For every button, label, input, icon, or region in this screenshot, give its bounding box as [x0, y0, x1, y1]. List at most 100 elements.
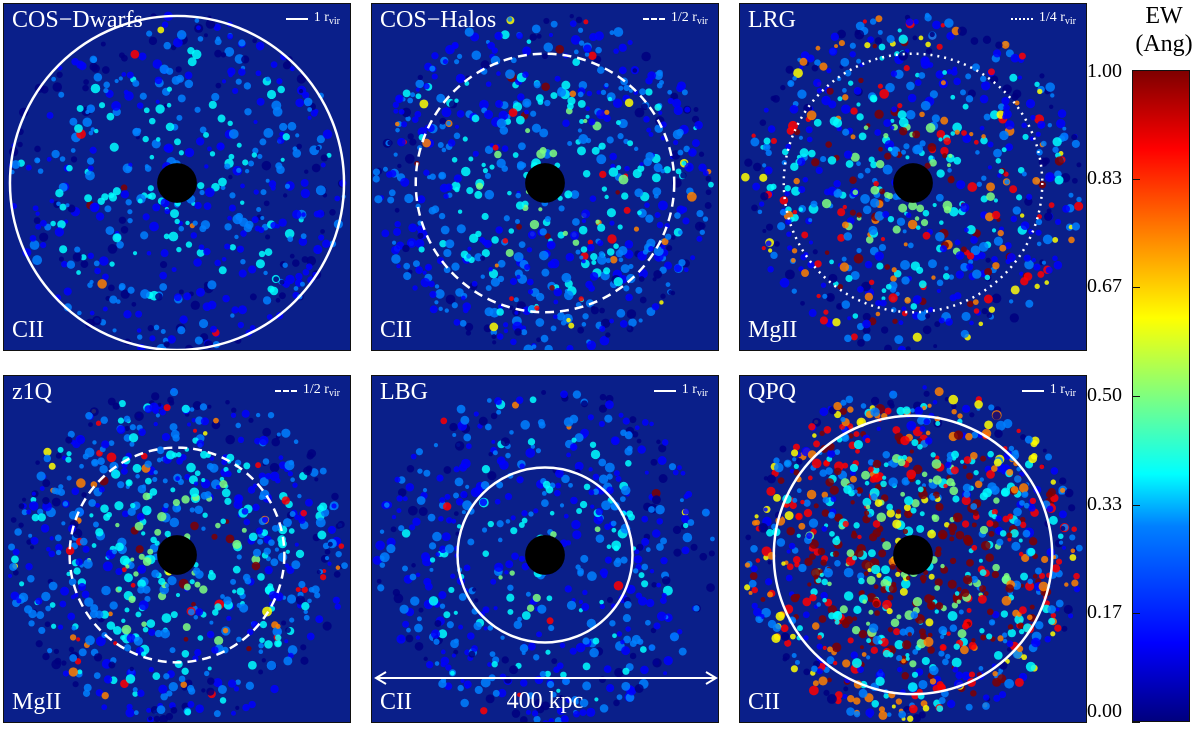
ew-patch [124, 425, 130, 432]
ew-patch [255, 70, 262, 77]
ew-patch [861, 652, 867, 657]
ew-patch [434, 300, 439, 305]
ew-patch [446, 120, 451, 126]
ew-patch [258, 642, 264, 649]
ew-patch [979, 477, 984, 482]
ew-patch [789, 501, 797, 510]
ew-patch [663, 261, 673, 270]
ew-patch [35, 460, 40, 465]
ew-patch [72, 681, 79, 688]
ew-patch [981, 134, 986, 139]
ew-patch [1047, 488, 1056, 497]
ew-patch [307, 598, 312, 604]
ew-patch [521, 517, 528, 524]
ew-patch [196, 25, 201, 31]
ew-patch [277, 85, 285, 94]
ew-patch [871, 564, 881, 575]
ew-patch [702, 170, 709, 177]
ew-patch [907, 682, 918, 692]
ew-patch [803, 499, 811, 507]
ew-patch [551, 691, 557, 698]
ew-patch [1021, 654, 1028, 661]
ew-patch [225, 534, 235, 544]
ew-patch [953, 77, 961, 86]
ew-patch [656, 69, 663, 77]
ew-patch [289, 253, 295, 259]
ew-patch [1004, 179, 1010, 185]
ew-patch [320, 229, 325, 234]
ew-patch [578, 599, 584, 605]
ew-patch [650, 458, 658, 466]
ew-patch [554, 717, 563, 722]
ew-patch [592, 488, 599, 495]
ew-patch [417, 74, 424, 81]
ew-patch [535, 292, 545, 302]
ew-patch [82, 84, 89, 92]
ew-patch [118, 216, 127, 224]
ew-patch [949, 624, 958, 632]
ew-patch [1020, 572, 1029, 581]
ew-patch [560, 390, 568, 399]
ew-patch [434, 619, 442, 627]
ew-patch [645, 547, 651, 553]
ew-patch [793, 469, 800, 476]
ew-patch [516, 162, 525, 171]
ew-patch [588, 51, 597, 60]
ew-patch [924, 594, 934, 604]
colorbar-tick-mark [1132, 287, 1140, 289]
ew-patch [429, 567, 434, 572]
ew-patch [482, 168, 489, 174]
ew-patch [577, 99, 586, 108]
ew-patch [922, 385, 927, 390]
ew-patch [1023, 502, 1030, 509]
ew-patch [285, 627, 291, 634]
ew-patch [226, 615, 232, 621]
ew-patch [949, 486, 959, 496]
ew-patch [1027, 547, 1036, 557]
ew-patch [744, 584, 751, 591]
ew-patch [227, 120, 233, 126]
ew-patch [200, 220, 211, 230]
ew-patch [584, 52, 590, 57]
ew-patch [808, 218, 813, 223]
ew-patch [141, 531, 146, 536]
ew-patch [66, 164, 73, 172]
ew-patch [527, 692, 535, 700]
ew-patch [803, 508, 813, 518]
ew-patch [653, 193, 659, 199]
ew-patch [952, 495, 960, 503]
ew-patch [614, 667, 624, 678]
ew-patch [65, 456, 72, 463]
ew-patch [770, 251, 778, 260]
ew-patch [298, 580, 306, 589]
ew-patch [928, 259, 937, 269]
ew-patch [631, 431, 639, 438]
ew-patch [251, 555, 261, 564]
ew-patch [155, 104, 165, 114]
ew-patch [499, 460, 509, 470]
ew-patch [858, 629, 868, 639]
ew-patch [126, 71, 134, 79]
ew-patch [865, 621, 871, 626]
ew-patch [618, 257, 624, 263]
ew-patch [834, 44, 839, 49]
ew-patch [872, 528, 881, 538]
ew-patch [621, 646, 631, 656]
ew-patch [901, 640, 912, 650]
ew-patch [251, 152, 258, 158]
ew-patch [456, 109, 465, 118]
ew-patch [243, 518, 251, 526]
ew-patch [280, 620, 287, 626]
ew-patch [572, 239, 580, 246]
ew-patch [95, 420, 102, 426]
ew-patch [856, 113, 864, 121]
ew-patch [107, 397, 116, 406]
ew-patch [144, 595, 151, 602]
ew-patch [132, 463, 142, 473]
ew-patch [550, 325, 557, 332]
ew-patch [176, 30, 187, 40]
ew-patch [645, 619, 651, 626]
ew-patch [137, 564, 147, 574]
ew-patch [935, 602, 944, 610]
ew-patch [148, 628, 156, 636]
